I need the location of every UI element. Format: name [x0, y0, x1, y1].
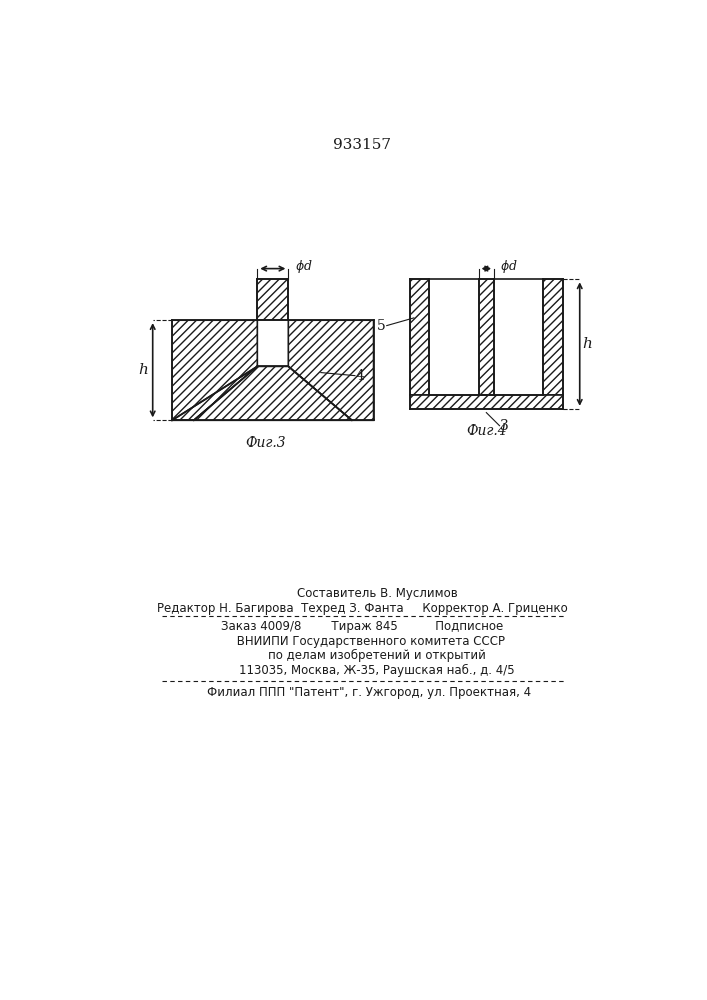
Text: Фиг.3: Фиг.3 — [245, 436, 286, 450]
Polygon shape — [194, 366, 352, 420]
Text: 113035, Москва, Ж-35, Раушская наб., д. 4/5: 113035, Москва, Ж-35, Раушская наб., д. … — [209, 664, 515, 677]
Text: 5: 5 — [376, 319, 385, 333]
Polygon shape — [410, 279, 429, 395]
Text: $\phi$d: $\phi$d — [295, 258, 312, 275]
Polygon shape — [172, 320, 257, 420]
Polygon shape — [543, 279, 563, 395]
Text: $\phi$d: $\phi$d — [501, 258, 518, 275]
Polygon shape — [257, 279, 288, 320]
Text: Редактор Н. Багирова  Техред З. Фанта     Корректор А. Гриценко: Редактор Н. Багирова Техред З. Фанта Кор… — [156, 602, 567, 615]
Polygon shape — [288, 320, 373, 420]
Text: 3: 3 — [500, 419, 508, 433]
Text: ВНИИПИ Государственного комитета СССР: ВНИИПИ Государственного комитета СССР — [218, 635, 506, 648]
Text: Заказ 4009/8        Тираж 845          Подписное: Заказ 4009/8 Тираж 845 Подписное — [221, 620, 503, 633]
Text: 4: 4 — [356, 369, 365, 383]
Text: h: h — [139, 363, 148, 377]
Text: Составитель В. Муслимов: Составитель В. Муслимов — [267, 587, 457, 600]
Text: 933157: 933157 — [333, 138, 391, 152]
Polygon shape — [410, 395, 563, 409]
Text: по делам изобретений и открытий: по делам изобретений и открытий — [238, 649, 486, 662]
Text: Филиал ППП "Патент", г. Ужгород, ул. Проектная, 4: Филиал ППП "Патент", г. Ужгород, ул. Про… — [192, 686, 532, 699]
Text: h: h — [583, 337, 592, 351]
Polygon shape — [479, 279, 494, 395]
Text: Фиг.4: Фиг.4 — [466, 424, 507, 438]
